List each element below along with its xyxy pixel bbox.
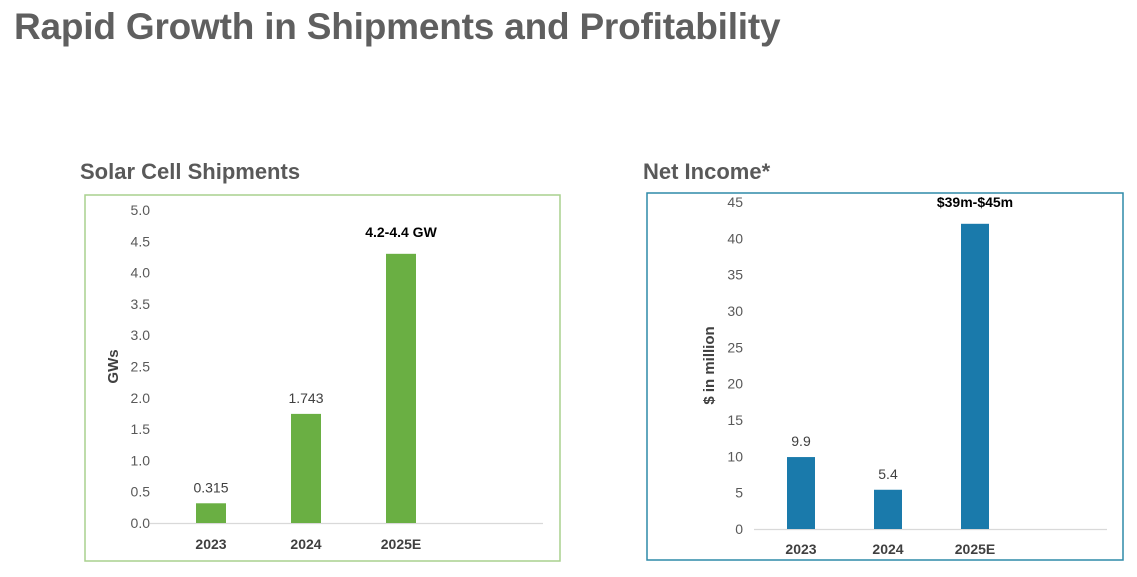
net-income-data-label: 9.9: [791, 433, 811, 449]
net-income-y-axis-title: $ in million: [701, 326, 718, 404]
net-income-category-label: 2025E: [955, 541, 995, 557]
net-income-frame: [646, 192, 1124, 561]
net-income-y-tick-label: 15: [727, 412, 743, 428]
net-income-y-tick-label: 30: [727, 303, 743, 319]
shipments-data-label: 1.743: [288, 390, 323, 406]
net-income-bar: [961, 223, 989, 530]
net-income-data-label: 5.4: [878, 466, 898, 482]
shipments-y-tick-label: 1.0: [131, 452, 151, 468]
shipments-y-tick-label: 5.0: [131, 202, 151, 218]
shipments-y-tick-label: 4.0: [131, 265, 151, 281]
shipments-y-tick-label: 3.0: [131, 327, 151, 343]
net-income-y-tick-label: 20: [727, 376, 743, 392]
net-income-y-tick-label: 10: [727, 448, 743, 464]
net-income-y-tick-label: 40: [727, 230, 743, 246]
net-income-y-tick-label: 5: [735, 485, 743, 501]
net-income-y-tick-label: 25: [727, 339, 743, 355]
shipments-y-tick-label: 4.5: [131, 233, 151, 249]
net-income-category-label: 2023: [785, 541, 816, 557]
shipments-y-tick-label: 2.5: [131, 359, 151, 375]
shipments-category-label: 2023: [195, 536, 226, 552]
shipments-data-label: 4.2-4.4 GW: [365, 224, 437, 240]
shipments-bar: [386, 253, 416, 523]
shipments-data-label: 0.315: [193, 479, 228, 495]
shipments-y-axis-title: GWs: [105, 349, 122, 383]
net-income-y-tick-label: 0: [735, 521, 743, 537]
page-title: Rapid Growth in Shipments and Profitabil…: [14, 6, 781, 47]
net-income-category-label: 2024: [872, 541, 903, 557]
shipments-category-label: 2024: [290, 536, 321, 552]
shipments-bar: [291, 413, 321, 523]
net-income-data-label: $39m-$45m: [937, 194, 1013, 210]
shipments-y-tick-label: 0.0: [131, 515, 151, 531]
shipments-chart-title: Solar Cell Shipments: [80, 159, 301, 184]
net-income-bar: [787, 457, 815, 529]
shipments-category-label: 2025E: [381, 536, 421, 552]
shipments-y-tick-label: 0.5: [131, 484, 151, 500]
net-income-chart-title: Net Income*: [643, 159, 771, 184]
net-income-bar: [874, 489, 902, 529]
shipments-frame: [84, 194, 561, 562]
shipments-y-tick-label: 1.5: [131, 421, 151, 437]
net-income-y-tick-label: 35: [727, 267, 743, 283]
net-income-y-tick-label: 45: [727, 194, 743, 210]
shipments-y-tick-label: 2.0: [131, 390, 151, 406]
shipments-bar: [196, 503, 226, 523]
shipments-y-tick-label: 3.5: [131, 296, 151, 312]
